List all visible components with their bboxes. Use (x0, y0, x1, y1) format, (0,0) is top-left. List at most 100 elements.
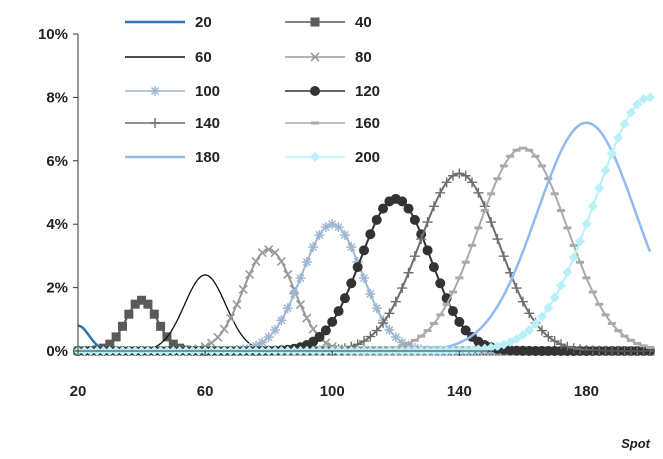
x-tick-label: 20 (70, 383, 87, 400)
data-point (645, 92, 655, 103)
data-point (417, 334, 426, 338)
data-point (346, 242, 357, 253)
data-point (639, 344, 648, 348)
series-100 (73, 219, 655, 356)
data-point (646, 346, 654, 350)
data-point (563, 226, 572, 230)
data-point (549, 336, 560, 347)
data-point (308, 242, 319, 253)
data-point (575, 236, 586, 247)
x-ticks: 20 60 100 140 180 (70, 351, 599, 400)
legend-label: 180 (195, 149, 220, 166)
data-point (428, 201, 439, 212)
series-line (78, 96, 651, 352)
data-point (499, 164, 508, 168)
data-point (339, 229, 350, 240)
data-point (518, 146, 527, 150)
data-point (365, 288, 376, 299)
data-point (111, 332, 121, 342)
data-point (339, 293, 350, 304)
data-point (549, 292, 560, 303)
data-point (282, 303, 293, 314)
data-point (517, 296, 528, 307)
data-point (454, 168, 465, 179)
data-point (467, 177, 478, 188)
y-tick-label: 4% (46, 216, 68, 233)
data-point (219, 324, 229, 334)
data-point (486, 342, 497, 353)
y-tick-label: 8% (46, 89, 68, 106)
data-point (467, 344, 478, 355)
data-point (423, 329, 432, 333)
data-point (276, 315, 287, 326)
data-point (454, 316, 465, 327)
data-point (310, 86, 320, 96)
data-point (613, 132, 624, 143)
data-point (517, 330, 528, 341)
data-point (536, 311, 547, 322)
x-tick-label: 60 (197, 383, 214, 400)
data-point (359, 245, 369, 256)
data-point (397, 196, 408, 207)
data-point (512, 148, 521, 152)
data-point (257, 337, 268, 348)
data-point (607, 322, 616, 326)
data-point (601, 313, 610, 317)
data-point (569, 243, 578, 247)
data-point (595, 302, 604, 306)
data-point (263, 332, 274, 343)
data-point (461, 260, 470, 264)
data-point (441, 177, 452, 188)
data-point (403, 203, 414, 214)
data-point (582, 276, 591, 280)
data-point (588, 290, 597, 294)
data-point (530, 319, 541, 330)
data-point (137, 295, 147, 305)
data-point (257, 248, 267, 258)
data-point (409, 214, 420, 225)
data-point (310, 152, 320, 162)
data-point (314, 229, 325, 240)
data-point (295, 273, 306, 284)
data-point (225, 313, 236, 323)
x-tick-label: 140 (447, 383, 472, 400)
legend-label: 60 (195, 49, 212, 66)
legend-item-20: 20 (125, 14, 212, 31)
data-point (213, 332, 223, 342)
legend-label: 40 (355, 14, 372, 31)
data-point (311, 121, 319, 125)
data-point (404, 342, 413, 346)
data-point (626, 338, 635, 342)
data-point (474, 226, 483, 230)
data-point (429, 322, 438, 326)
data-point (105, 339, 115, 349)
data-point (320, 221, 331, 232)
data-point (447, 170, 458, 181)
data-point (232, 299, 242, 310)
data-point (416, 234, 427, 245)
data-point (505, 337, 516, 348)
data-point (562, 267, 573, 278)
data-point (543, 302, 554, 313)
legend-item-60: 60 (125, 49, 212, 66)
data-point (352, 257, 363, 268)
data-point (556, 339, 567, 350)
data-point (460, 325, 471, 336)
data-point (117, 321, 127, 331)
data-point (168, 339, 178, 349)
data-point (264, 244, 274, 255)
legend-item-100: 100 (125, 83, 220, 100)
data-point (614, 329, 623, 333)
data-point (568, 252, 579, 263)
legend-item-160: 160 (285, 115, 380, 132)
data-point (384, 308, 395, 319)
legend-label: 160 (355, 115, 380, 132)
data-point (625, 107, 636, 118)
data-point (435, 187, 446, 198)
data-point (428, 262, 439, 273)
data-point (124, 309, 134, 319)
x-tick-label: 100 (320, 383, 345, 400)
data-point (346, 278, 357, 289)
data-point (371, 303, 382, 314)
